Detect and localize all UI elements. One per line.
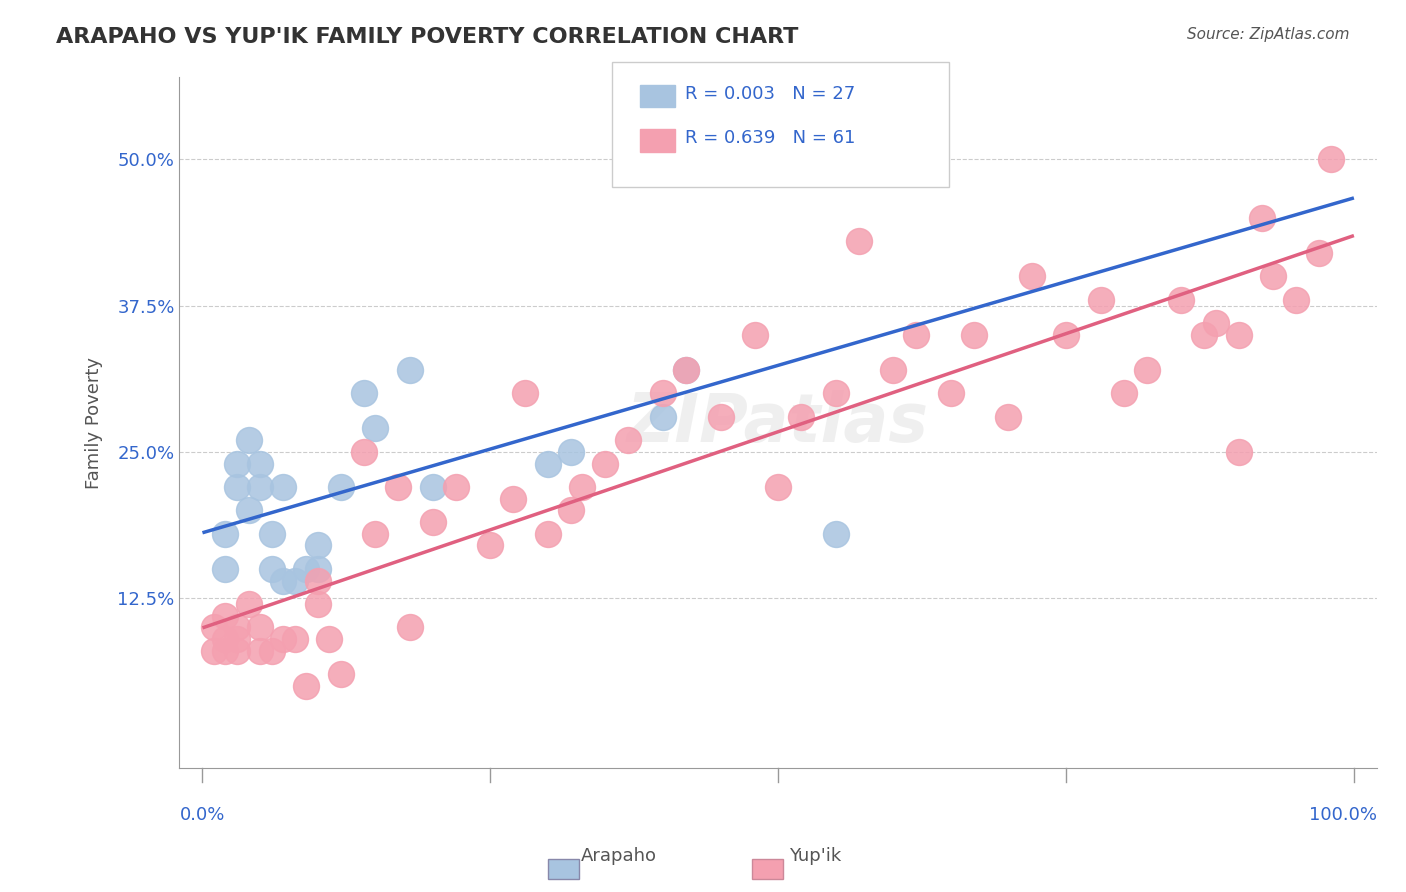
Point: [848, 234, 870, 248]
Point: [238, 503, 260, 517]
Point: [214, 526, 236, 541]
Point: [560, 503, 582, 517]
Point: [398, 620, 420, 634]
Point: [295, 562, 318, 576]
Point: [617, 433, 640, 447]
Point: [260, 643, 283, 657]
Point: [710, 409, 733, 424]
Y-axis label: Family Poverty: Family Poverty: [86, 357, 103, 489]
Point: [284, 632, 307, 646]
Point: [537, 526, 560, 541]
Point: [444, 480, 467, 494]
Point: [249, 457, 271, 471]
Point: [226, 480, 249, 494]
Point: [398, 363, 420, 377]
Text: ARAPAHO VS YUP'IK FAMILY POVERTY CORRELATION CHART: ARAPAHO VS YUP'IK FAMILY POVERTY CORRELA…: [56, 27, 799, 46]
Point: [1227, 327, 1250, 342]
Point: [238, 433, 260, 447]
Point: [1308, 246, 1330, 260]
Point: [502, 491, 524, 506]
Point: [307, 574, 329, 588]
Point: [1250, 211, 1272, 225]
Point: [271, 632, 294, 646]
Point: [364, 526, 387, 541]
Point: [353, 386, 375, 401]
Point: [905, 327, 928, 342]
Point: [1285, 293, 1308, 307]
Point: [744, 327, 766, 342]
Text: ZIPatlas: ZIPatlas: [627, 390, 929, 456]
Point: [824, 526, 846, 541]
Point: [226, 457, 249, 471]
Point: [882, 363, 904, 377]
Point: [295, 679, 318, 693]
Point: [238, 597, 260, 611]
Point: [307, 562, 329, 576]
Point: [595, 457, 617, 471]
Point: [226, 620, 249, 634]
Point: [214, 643, 236, 657]
Point: [675, 363, 697, 377]
Point: [249, 620, 271, 634]
Point: [513, 386, 536, 401]
Point: [271, 480, 294, 494]
Point: [1021, 269, 1043, 284]
Point: [214, 608, 236, 623]
Text: R = 0.639   N = 61: R = 0.639 N = 61: [685, 129, 855, 147]
Point: [214, 562, 236, 576]
Text: R = 0.003   N = 27: R = 0.003 N = 27: [685, 85, 855, 103]
Point: [1090, 293, 1112, 307]
Point: [560, 445, 582, 459]
Point: [214, 632, 236, 646]
Point: [284, 574, 307, 588]
Point: [824, 386, 846, 401]
Point: [963, 327, 986, 342]
Point: [364, 421, 387, 435]
Point: [226, 632, 249, 646]
Point: [790, 409, 813, 424]
Point: [1205, 316, 1227, 330]
Point: [318, 632, 340, 646]
Point: [249, 480, 271, 494]
Point: [1112, 386, 1135, 401]
Point: [307, 597, 329, 611]
Point: [1320, 153, 1343, 167]
Point: [422, 515, 444, 529]
Point: [675, 363, 697, 377]
Text: Yup'ik: Yup'ik: [789, 847, 842, 865]
Point: [1192, 327, 1215, 342]
Text: Source: ZipAtlas.com: Source: ZipAtlas.com: [1187, 27, 1350, 42]
Point: [652, 386, 675, 401]
Point: [766, 480, 789, 494]
Point: [353, 445, 375, 459]
Point: [226, 643, 249, 657]
Point: [997, 409, 1019, 424]
Point: [537, 457, 560, 471]
Point: [260, 562, 283, 576]
Point: [1227, 445, 1250, 459]
Point: [307, 538, 329, 552]
Point: [652, 409, 675, 424]
Point: [202, 643, 225, 657]
Text: 0.0%: 0.0%: [180, 805, 225, 823]
Point: [571, 480, 593, 494]
Point: [260, 526, 283, 541]
Point: [1263, 269, 1285, 284]
Point: [882, 153, 904, 167]
Point: [939, 386, 962, 401]
Point: [249, 643, 271, 657]
Point: [329, 667, 352, 681]
Point: [1170, 293, 1192, 307]
Point: [329, 480, 352, 494]
Point: [479, 538, 502, 552]
Point: [1054, 327, 1077, 342]
Text: 100.0%: 100.0%: [1309, 805, 1376, 823]
Point: [387, 480, 409, 494]
Text: Arapaho: Arapaho: [581, 847, 657, 865]
Point: [202, 620, 225, 634]
Point: [422, 480, 444, 494]
Point: [1136, 363, 1159, 377]
Point: [271, 574, 294, 588]
